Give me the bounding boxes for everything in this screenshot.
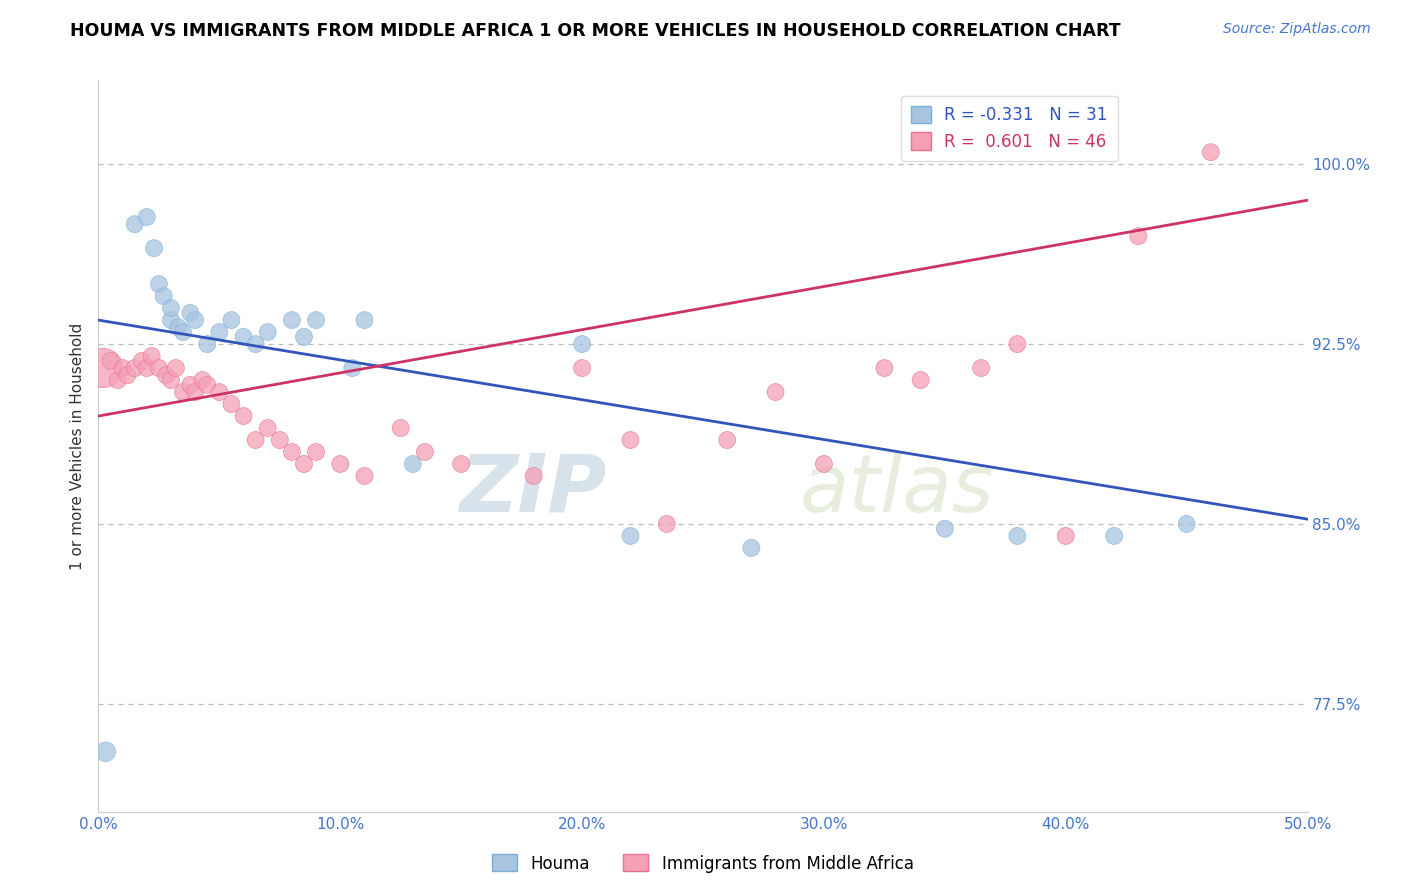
- Point: [245, 337, 267, 351]
- Y-axis label: 1 or more Vehicles in Household: 1 or more Vehicles in Household: [69, 322, 84, 570]
- Point: [141, 349, 163, 363]
- Point: [619, 529, 641, 543]
- Legend: R = -0.331   N = 31, R =  0.601   N = 46: R = -0.331 N = 31, R = 0.601 N = 46: [901, 96, 1118, 161]
- Point: [232, 330, 254, 344]
- Point: [221, 397, 243, 411]
- Legend: Houma, Immigrants from Middle Africa: Houma, Immigrants from Middle Africa: [485, 847, 921, 880]
- Point: [148, 277, 170, 292]
- Point: [256, 421, 278, 435]
- Point: [765, 385, 787, 400]
- Text: Source: ZipAtlas.com: Source: ZipAtlas.com: [1223, 22, 1371, 37]
- Point: [94, 745, 117, 759]
- Text: HOUMA VS IMMIGRANTS FROM MIDDLE AFRICA 1 OR MORE VEHICLES IN HOUSEHOLD CORRELATI: HOUMA VS IMMIGRANTS FROM MIDDLE AFRICA 1…: [70, 22, 1121, 40]
- Point: [402, 457, 425, 471]
- Point: [100, 354, 122, 368]
- Point: [256, 325, 278, 339]
- Point: [172, 385, 194, 400]
- Point: [167, 320, 190, 334]
- Point: [292, 330, 315, 344]
- Point: [910, 373, 932, 387]
- Point: [305, 313, 328, 327]
- Point: [353, 469, 375, 483]
- Point: [160, 373, 183, 387]
- Point: [152, 289, 174, 303]
- Point: [232, 409, 254, 423]
- Point: [413, 445, 436, 459]
- Point: [281, 313, 304, 327]
- Point: [184, 313, 207, 327]
- Point: [148, 361, 170, 376]
- Point: [571, 337, 593, 351]
- Point: [1128, 229, 1150, 244]
- Point: [655, 516, 678, 531]
- Point: [523, 469, 546, 483]
- Point: [111, 361, 134, 376]
- Point: [165, 361, 187, 376]
- Point: [191, 373, 214, 387]
- Point: [221, 313, 243, 327]
- Point: [135, 361, 157, 376]
- Point: [1007, 529, 1029, 543]
- Point: [155, 368, 177, 383]
- Point: [131, 354, 153, 368]
- Point: [208, 385, 231, 400]
- Point: [873, 361, 896, 376]
- Point: [1175, 516, 1198, 531]
- Point: [172, 325, 194, 339]
- Point: [353, 313, 375, 327]
- Point: [245, 433, 267, 447]
- Point: [124, 217, 146, 231]
- Point: [1007, 337, 1029, 351]
- Point: [179, 306, 201, 320]
- Point: [143, 241, 166, 255]
- Point: [292, 457, 315, 471]
- Point: [179, 377, 201, 392]
- Point: [619, 433, 641, 447]
- Point: [389, 421, 412, 435]
- Point: [1054, 529, 1077, 543]
- Point: [195, 377, 218, 392]
- Text: ZIP: ZIP: [458, 450, 606, 529]
- Point: [117, 368, 139, 383]
- Point: [208, 325, 231, 339]
- Point: [135, 210, 157, 224]
- Point: [305, 445, 328, 459]
- Point: [107, 373, 129, 387]
- Point: [934, 522, 956, 536]
- Point: [813, 457, 835, 471]
- Point: [184, 385, 207, 400]
- Point: [160, 301, 183, 315]
- Point: [740, 541, 762, 555]
- Point: [970, 361, 993, 376]
- Point: [329, 457, 352, 471]
- Point: [269, 433, 291, 447]
- Point: [342, 361, 364, 376]
- Point: [281, 445, 304, 459]
- Point: [91, 361, 114, 376]
- Point: [450, 457, 472, 471]
- Text: atlas: atlas: [800, 450, 994, 529]
- Point: [716, 433, 738, 447]
- Point: [1102, 529, 1125, 543]
- Point: [124, 361, 146, 376]
- Point: [195, 337, 218, 351]
- Point: [160, 313, 183, 327]
- Point: [571, 361, 593, 376]
- Point: [1199, 145, 1222, 160]
